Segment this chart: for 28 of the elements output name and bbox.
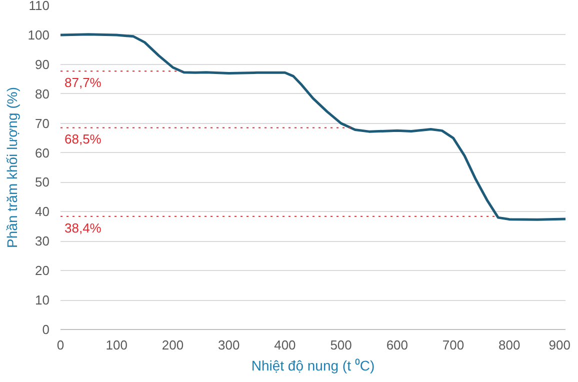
x-tick-label: 100 xyxy=(106,338,128,352)
x-axis-title: Nhiệt độ nung (t ⁰C) xyxy=(251,358,375,374)
y-tick-label: 70 xyxy=(35,116,50,131)
x-tick-label: 0 xyxy=(56,338,64,352)
y-tick-label: 30 xyxy=(35,234,50,249)
x-tick-label: 200 xyxy=(162,338,184,352)
x-tick-label: 300 xyxy=(218,338,240,352)
y-tick-label: 40 xyxy=(35,204,50,220)
x-tick-label: 500 xyxy=(330,338,352,352)
y-axis-title: Phần trăm khối lượng (%) xyxy=(4,87,20,248)
x-tick-label: 800 xyxy=(498,338,520,352)
y-tick-label: 80 xyxy=(35,86,50,102)
y-tick-label: 20 xyxy=(35,263,50,278)
line-series xyxy=(60,33,566,221)
y-tick-label: 90 xyxy=(35,56,50,72)
y-tick-label: 0 xyxy=(42,322,50,337)
ref-line-label: 87,7% xyxy=(64,75,102,90)
x-tick-label: 900 xyxy=(548,338,571,352)
y-tick-label: 100 xyxy=(28,27,50,42)
y-tick-label: 60 xyxy=(35,145,50,160)
x-tick-label: 600 xyxy=(386,338,408,352)
ref-line-label: 38,4% xyxy=(64,220,102,236)
y-tick-label: 110 xyxy=(28,0,50,13)
y-tick-label: 10 xyxy=(35,292,50,308)
ref-line-label: 68,5% xyxy=(64,132,102,147)
y-tick-label: 50 xyxy=(35,174,50,190)
x-tick-label: 700 xyxy=(442,338,464,352)
x-tick-label: 400 xyxy=(274,338,296,352)
